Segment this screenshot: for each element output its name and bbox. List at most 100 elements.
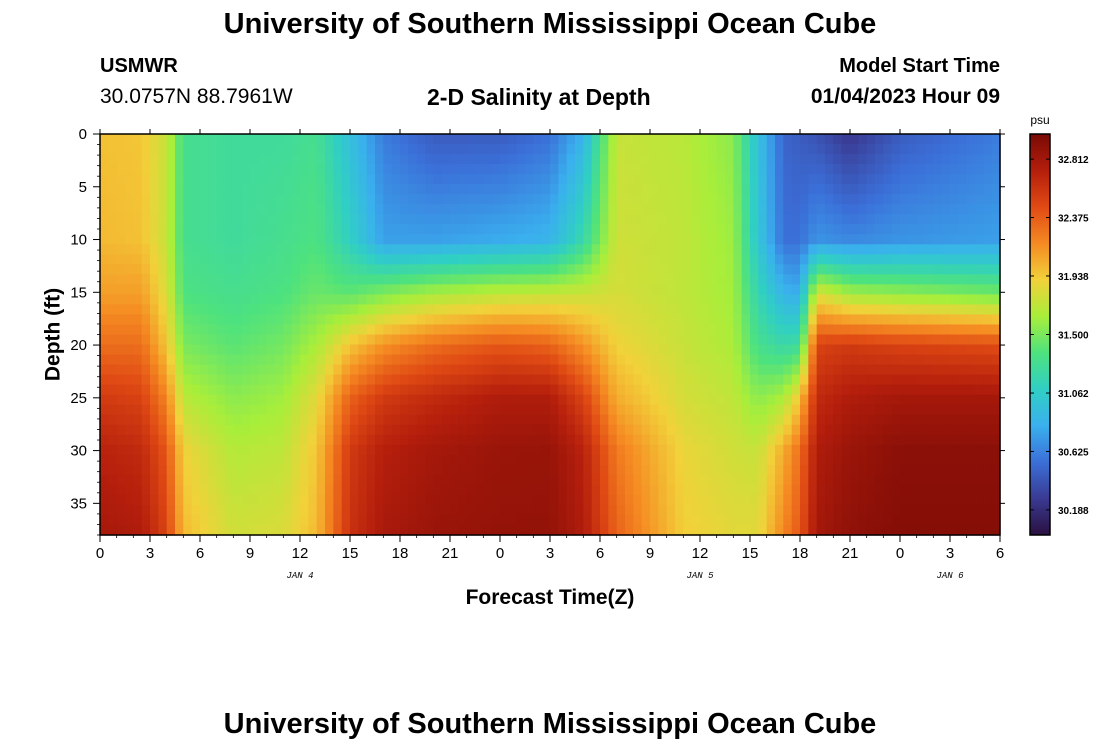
heatmap-cell (450, 524, 459, 536)
heatmap-cell (408, 214, 418, 225)
heatmap-cell (208, 404, 218, 416)
heatmap-cell (433, 174, 443, 185)
heatmap-cell (866, 244, 876, 255)
heatmap-cell (408, 324, 418, 336)
heatmap-cell (133, 134, 143, 145)
heatmap-cell (633, 464, 643, 476)
heatmap-cell (591, 274, 601, 285)
heatmap-cell (808, 454, 818, 466)
heatmap-cell (408, 244, 418, 255)
heatmap-cell (683, 374, 693, 386)
heatmap-cell (108, 504, 118, 516)
heatmap-cell (258, 434, 268, 446)
heatmap-cell (725, 404, 734, 416)
heatmap-cell (100, 204, 109, 215)
heatmap-cell (983, 524, 993, 536)
heatmap-cell (275, 434, 284, 446)
heatmap-cell (208, 294, 218, 306)
heatmap-cell (291, 184, 301, 195)
heatmap-cell (183, 484, 193, 496)
heatmap-cell (533, 254, 543, 265)
heatmap-cell (916, 274, 926, 285)
heatmap-cell (883, 214, 893, 225)
heatmap-cell (475, 184, 484, 195)
heatmap-cell (450, 164, 459, 175)
heatmap-cell (625, 174, 634, 185)
heatmap-cell (783, 324, 793, 336)
heatmap-cell (325, 224, 334, 235)
heatmap-cell (200, 504, 209, 516)
heatmap-cell (958, 404, 968, 416)
heatmap-cell (833, 154, 843, 165)
heatmap-cell (858, 184, 868, 195)
heatmap-cell (575, 414, 584, 426)
heatmap-cell (875, 304, 884, 316)
heatmap-cell (675, 224, 684, 235)
heatmap-cell (566, 494, 576, 506)
heatmap-cell (933, 224, 943, 235)
heatmap-cell (875, 214, 884, 225)
heatmap-cell (833, 244, 843, 255)
heatmap-cell (666, 284, 676, 296)
heatmap-cell (558, 504, 568, 516)
heatmap-cell (366, 494, 376, 506)
heatmap-cell (183, 494, 193, 506)
heatmap-cell (366, 514, 376, 526)
heatmap-cell (641, 294, 651, 306)
heatmap-cell (616, 284, 626, 296)
heatmap-cell (616, 334, 626, 346)
heatmap-cell (616, 424, 626, 436)
heatmap-cell (225, 524, 234, 536)
heatmap-cell (725, 424, 734, 436)
heatmap-cell (291, 354, 301, 366)
heatmap-cell (125, 514, 134, 526)
heatmap-cell (800, 524, 809, 536)
heatmap-cell (550, 494, 559, 506)
heatmap-cell (425, 314, 434, 326)
heatmap-cell (458, 374, 468, 386)
heatmap-cell (425, 264, 434, 275)
heatmap-cell (216, 144, 226, 155)
heatmap-cell (825, 494, 834, 506)
model-start-value: 01/04/2023 Hour 09 (810, 85, 1000, 108)
heatmap-cell (666, 244, 676, 255)
heatmap-cell (583, 164, 593, 175)
heatmap-cell (800, 324, 809, 336)
heatmap-cell (541, 444, 551, 456)
heatmap-cell (608, 234, 618, 245)
heatmap-cell (133, 444, 143, 456)
heatmap-cell (875, 184, 884, 195)
heatmap-cell (508, 264, 518, 275)
heatmap-cell (341, 244, 351, 255)
heatmap-cell (791, 134, 801, 145)
heatmap-cell (266, 484, 276, 496)
heatmap-cell (666, 144, 676, 155)
heatmap-cell (158, 514, 168, 526)
heatmap-cell (658, 464, 668, 476)
heatmap-cell (908, 294, 918, 306)
heatmap-cell (983, 274, 993, 285)
heatmap-cell (500, 214, 509, 225)
heatmap-cell (183, 164, 193, 175)
heatmap-cell (833, 494, 843, 506)
heatmap-cell (966, 484, 976, 496)
heatmap-cell (725, 374, 734, 386)
heatmap-cell (208, 384, 218, 396)
heatmap-cell (958, 444, 968, 456)
heatmap-cell (916, 394, 926, 406)
heatmap-cell (825, 194, 834, 205)
heatmap-cell (183, 274, 193, 285)
heatmap-cell (708, 324, 718, 336)
heatmap-cell (583, 204, 593, 215)
heatmap-cell (925, 454, 934, 466)
heatmap-cell (933, 154, 943, 165)
heatmap-cell (333, 144, 343, 155)
heatmap-cell (525, 404, 534, 416)
heatmap-cell (550, 254, 559, 265)
heatmap-cell (658, 314, 668, 326)
heatmap-cell (800, 394, 809, 406)
heatmap-cell (916, 164, 926, 175)
heatmap-cell (525, 194, 534, 205)
heatmap-cell (466, 244, 476, 255)
heatmap-cell (408, 514, 418, 526)
